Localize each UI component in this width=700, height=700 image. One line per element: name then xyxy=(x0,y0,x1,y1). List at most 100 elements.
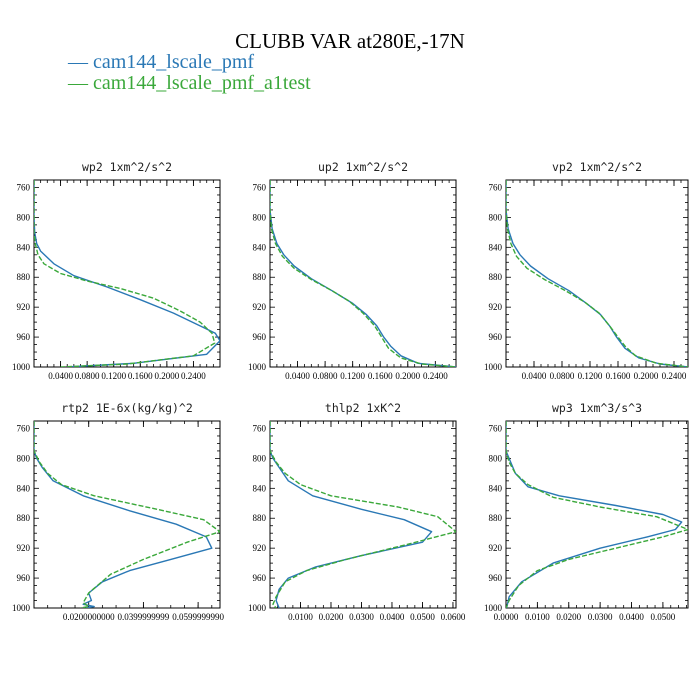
y-tick-label: 960 xyxy=(489,332,503,342)
panel-grid: wp2 1xm^2/s^2 760 800 840 880 920 960 1000 0.040… xyxy=(12,160,689,622)
y-tick-label: 920 xyxy=(489,543,503,553)
x-tick-label: 0.0300 xyxy=(349,612,374,622)
series-line-1 xyxy=(270,180,456,367)
x-tick-label: 0.0399999999 xyxy=(118,612,170,622)
series-line-1 xyxy=(34,180,220,367)
panel-title: up2 1xm^2/s^2 xyxy=(318,160,408,174)
x-tick-label: 0.2000 xyxy=(634,371,659,381)
x-tick-label: 0.0600 xyxy=(441,612,466,622)
x-tick-label: 0.2400 xyxy=(423,371,448,381)
x-tick-label: 0.0300 xyxy=(588,612,613,622)
y-tick-label: 1000 xyxy=(484,603,503,613)
panel-4: rtp2 1E-6x(kg/kg)^2 760 800 840 880 920 960 100… xyxy=(12,401,224,622)
y-tick-label: 880 xyxy=(253,513,267,523)
y-tick-label: 960 xyxy=(17,332,31,342)
x-tick-label: 0.0800 xyxy=(313,371,338,381)
x-tick-label: 0.0400 xyxy=(48,371,73,381)
y-tick-label: 800 xyxy=(489,453,503,463)
x-tick-label: 0.0800 xyxy=(75,371,100,381)
plot-frame xyxy=(505,420,689,609)
legend-entry-1: — cam144_lscale_pmf xyxy=(67,51,254,73)
y-tick-label: 1000 xyxy=(248,362,267,372)
series-line-2 xyxy=(34,180,216,367)
x-tick-label: 0.1600 xyxy=(368,371,393,381)
series-line-2 xyxy=(506,180,688,367)
plot-frame xyxy=(33,420,221,609)
y-tick-label: 1000 xyxy=(248,603,267,613)
series-line-1 xyxy=(506,421,683,608)
panel-title: vp2 1xm^2/s^2 xyxy=(552,160,642,174)
y-tick-label: 760 xyxy=(17,423,31,433)
y-tick-label: 840 xyxy=(253,242,267,252)
y-tick-label: 920 xyxy=(253,543,267,553)
panel-title: thlp2 1xK^2 xyxy=(325,401,401,415)
x-tick-label: 0.0800 xyxy=(550,371,575,381)
y-tick-label: 1000 xyxy=(12,603,31,613)
y-tick-label: 920 xyxy=(17,543,31,553)
x-tick-label: 0.2400 xyxy=(181,371,206,381)
y-tick-label: 880 xyxy=(489,513,503,523)
y-tick-label: 800 xyxy=(17,453,31,463)
series-line-2 xyxy=(34,421,220,608)
y-tick-label: 960 xyxy=(489,573,503,583)
panel-2: up2 1xm^2/s^2 760 800 840 880 920 960 1000 0.040… xyxy=(248,160,457,381)
panel-title: rtp2 1E-6x(kg/kg)^2 xyxy=(61,401,193,415)
y-tick-label: 760 xyxy=(253,423,267,433)
panel-6: wp3 1xm^3/s^3 760 800 840 880 920 960 10000.000… xyxy=(484,401,689,622)
x-tick-label: 0.0500 xyxy=(651,612,676,622)
plot-frame xyxy=(505,179,689,368)
y-tick-label: 840 xyxy=(489,483,503,493)
x-tick-label: 0.0200 xyxy=(556,612,581,622)
panel-title: wp3 1xm^3/s^3 xyxy=(552,401,642,415)
series-line-1 xyxy=(506,180,688,367)
panel-5: thlp2 1xK^2 760 800 840 880 920 960 1000 0.0100 0… xyxy=(248,401,466,622)
y-tick-label: 800 xyxy=(17,212,31,222)
y-tick-label: 760 xyxy=(489,182,503,192)
y-tick-label: 840 xyxy=(17,242,31,252)
x-tick-label: 0.0100 xyxy=(288,612,313,622)
y-tick-label: 800 xyxy=(253,453,267,463)
plot-frame xyxy=(269,179,457,368)
y-tick-label: 920 xyxy=(17,302,31,312)
series-line-1 xyxy=(34,421,213,608)
y-tick-label: 840 xyxy=(253,483,267,493)
x-tick-label: 0.0200000000 xyxy=(63,612,115,622)
x-tick-label: 0.0400 xyxy=(619,612,644,622)
x-tick-label: 0.0200 xyxy=(319,612,344,622)
y-tick-label: 840 xyxy=(17,483,31,493)
plot-frame xyxy=(269,420,457,609)
x-tick-label: 0.2000 xyxy=(154,371,179,381)
y-tick-label: 880 xyxy=(489,272,503,282)
panel-title: wp2 1xm^2/s^2 xyxy=(82,160,172,174)
y-tick-label: 880 xyxy=(253,272,267,282)
y-tick-label: 960 xyxy=(17,573,31,583)
series-line-2 xyxy=(270,180,456,367)
x-tick-label: 0.1200 xyxy=(340,371,365,381)
x-tick-label: 0.0400 xyxy=(380,612,405,622)
y-tick-label: 960 xyxy=(253,332,267,342)
x-tick-label: 0.0100 xyxy=(525,612,550,622)
x-tick-label: 0.0599999990 xyxy=(172,612,224,622)
y-tick-label: 760 xyxy=(489,423,503,433)
y-tick-label: 960 xyxy=(253,573,267,583)
y-tick-label: 840 xyxy=(489,242,503,252)
series-line-2 xyxy=(506,421,688,608)
series-line-1 xyxy=(270,421,433,608)
y-tick-label: 800 xyxy=(253,212,267,222)
y-tick-label: 800 xyxy=(489,212,503,222)
legend-entry-2: — cam144_lscale_pmf_a1test xyxy=(67,72,311,94)
x-tick-label: 0.0400 xyxy=(285,371,310,381)
x-tick-label: 0.0000 xyxy=(494,612,519,622)
x-tick-label: 0.1200 xyxy=(101,371,126,381)
y-tick-label: 920 xyxy=(489,302,503,312)
y-tick-label: 1000 xyxy=(12,362,31,372)
y-tick-label: 920 xyxy=(253,302,267,312)
x-tick-label: 0.0500 xyxy=(410,612,435,622)
x-tick-label: 0.2400 xyxy=(662,371,687,381)
x-tick-label: 0.2000 xyxy=(395,371,420,381)
y-tick-label: 880 xyxy=(17,272,31,282)
series-line-2 xyxy=(270,421,456,608)
figure-title: CLUBB VAR at280E,-17N xyxy=(235,29,465,53)
panel-1: wp2 1xm^2/s^2 760 800 840 880 920 960 1000 0.040… xyxy=(12,160,221,381)
panel-3: vp2 1xm^2/s^2 760 800 840 880 920 960 1000 0.040… xyxy=(484,160,689,381)
